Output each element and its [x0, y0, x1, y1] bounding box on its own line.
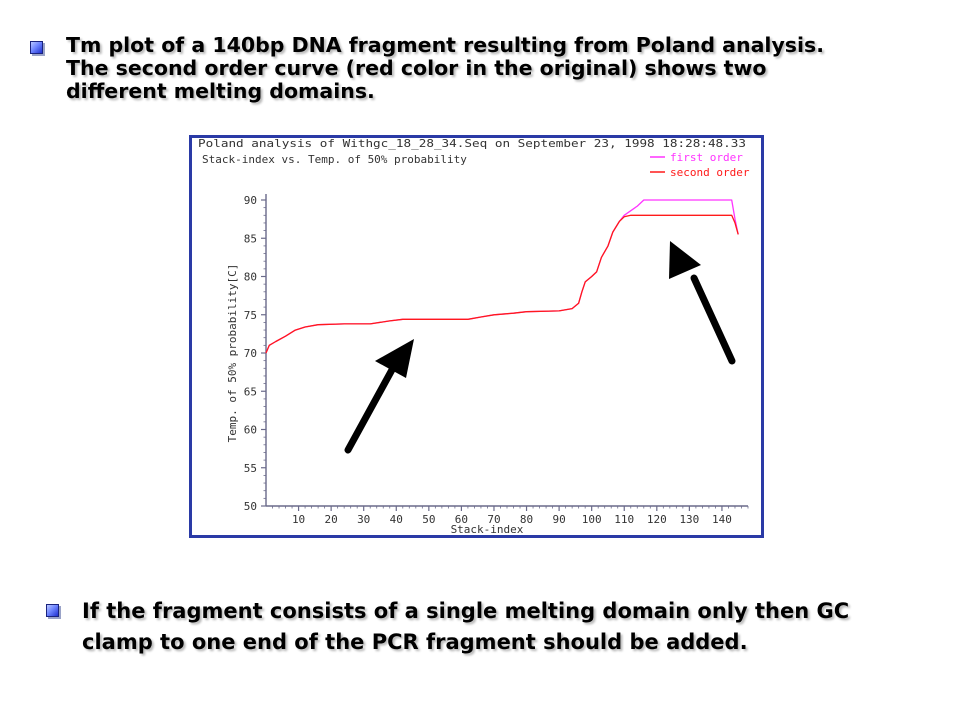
y-tick-label: 85: [244, 232, 257, 245]
bullet-square-icon: [30, 41, 43, 54]
y-tick-label: 70: [244, 347, 257, 360]
x-tick-label: 130: [679, 513, 699, 526]
left-arrow-shaft: [344, 353, 403, 454]
bullet-square-icon: [46, 604, 59, 617]
x-tick-label: 80: [520, 513, 533, 526]
y-tick-label: 90: [244, 194, 257, 207]
right-arrow-head: [669, 241, 701, 279]
top-text-line-1: Tm plot of a 140bp DNA fragment resultin…: [66, 33, 825, 57]
x-tick-label: 70: [487, 513, 500, 526]
bottom-bullet-text: If the fragment consists of a single mel…: [82, 596, 849, 658]
right-arrow-shaft: [690, 274, 736, 365]
x-tick-label: 60: [455, 513, 468, 526]
x-tick-label: 50: [422, 513, 435, 526]
x-tick-label: 30: [357, 513, 370, 526]
x-tick-label: 20: [325, 513, 338, 526]
tm-plot-chart: 50 55 60 65 70 75 80 85 90 10 20 30 40 50 60 70 80 90 100 1…: [198, 138, 750, 535]
x-tick-label: 40: [390, 513, 403, 526]
top-bullet-point: Tm plot of a 140bp DNA fragment resultin…: [30, 34, 930, 124]
legend-entry: first order: [670, 151, 743, 164]
top-text-line-2: The second order curve (red color in the…: [66, 56, 767, 80]
plot-title: Stack-index vs. Temp. of 50% probability: [202, 153, 467, 166]
y-tick-label: 60: [244, 424, 257, 437]
plot-header: Poland analysis of Withgc_18_28_34.Seq o…: [198, 138, 746, 150]
x-tick-label: 90: [552, 513, 565, 526]
x-tick-label: 100: [582, 513, 602, 526]
y-tick-label: 75: [244, 309, 257, 322]
left-arrow-head: [375, 339, 414, 378]
y-axis-label: Temp. of 50% probability[C]: [226, 264, 239, 443]
top-text-line-3: different melting domains.: [66, 79, 375, 103]
bottom-text-line-1: If the fragment consists of a single mel…: [82, 599, 850, 623]
bottom-bullet-point: If the fragment consists of a single mel…: [46, 596, 946, 666]
bottom-text-line-2: clamp to one end of the PCR fragment sho…: [82, 630, 748, 654]
y-tick-label: 65: [244, 385, 257, 398]
x-tick-label: 110: [614, 513, 634, 526]
y-tick-label: 55: [244, 462, 257, 475]
tm-plot-frame: 50 55 60 65 70 75 80 85 90 10 20 30 40 50 60 70 80 90 100 1…: [189, 135, 764, 538]
y-tick-label: 80: [244, 271, 257, 284]
x-tick-label: 120: [647, 513, 667, 526]
series-line-second-order: [265, 214, 739, 354]
y-tick-label: 50: [244, 500, 257, 513]
top-bullet-text: Tm plot of a 140bp DNA fragment resultin…: [66, 34, 824, 103]
series-line-first-order: [265, 199, 739, 354]
x-tick-label: 10: [292, 513, 305, 526]
x-tick-label: 140: [712, 513, 732, 526]
legend-entry: second order: [670, 166, 750, 179]
x-axis-label: Stack-index: [451, 523, 524, 535]
